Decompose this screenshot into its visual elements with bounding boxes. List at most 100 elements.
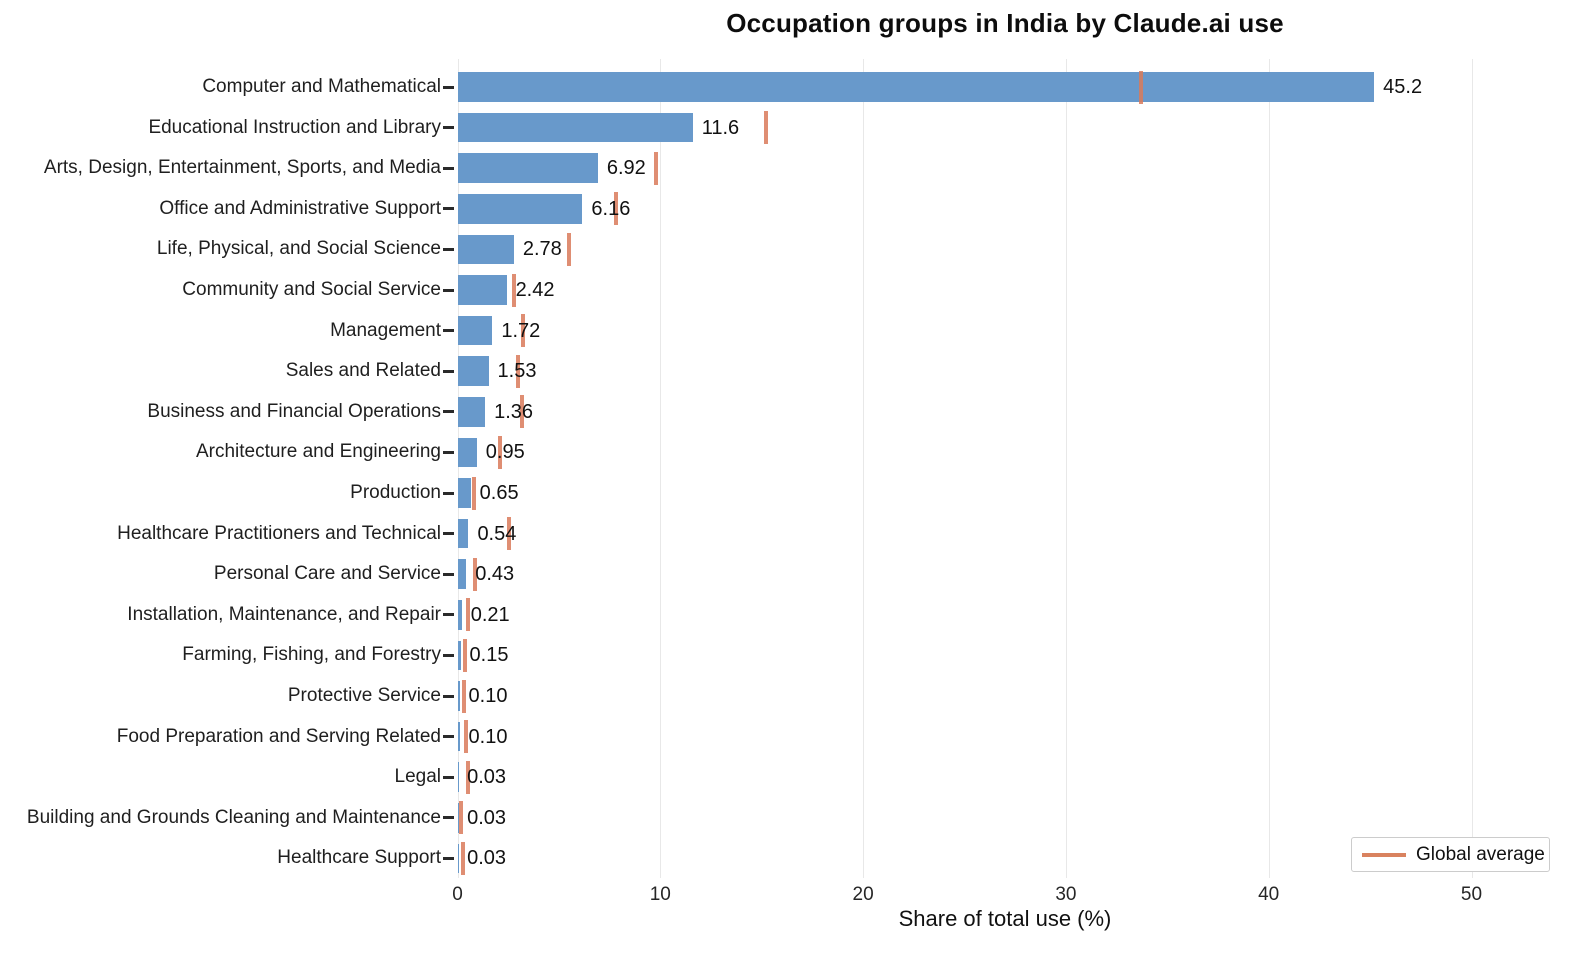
value-label: 45.2 [1383, 76, 1423, 98]
value-label: 1.36 [494, 400, 534, 423]
value-label: 0.65 [479, 482, 519, 504]
y-tick [443, 450, 454, 454]
bar [457, 112, 693, 143]
y-tick [443, 653, 454, 657]
value-label: 0.15 [469, 644, 509, 667]
category-label: Business and Financial Operations [147, 400, 441, 422]
bar [457, 640, 461, 671]
y-tick [443, 126, 454, 130]
bar [457, 478, 471, 508]
bar [457, 437, 477, 468]
value-label: 1.53 [497, 360, 537, 383]
global-average-line-icon [1362, 852, 1406, 857]
category-label: Architecture and Engineering [195, 441, 441, 463]
y-tick [443, 410, 454, 414]
value-label: 1.72 [501, 319, 541, 342]
global-average-marker [654, 151, 659, 185]
global-average-marker [465, 760, 470, 794]
bar [457, 559, 467, 589]
gridline-x-30 [1065, 59, 1067, 878]
category-label: Farming, Fishing, and Forestry [182, 644, 441, 666]
gridline-x-0 [457, 59, 459, 878]
category-label: Sales and Related [285, 360, 441, 382]
y-tick [443, 856, 454, 860]
y-tick [443, 572, 454, 576]
legend: Global average [1351, 837, 1550, 872]
x-tick-label: 50 [1460, 884, 1483, 905]
gridline-x-50 [1471, 59, 1473, 878]
y-tick [443, 694, 454, 698]
global-average-marker [463, 720, 468, 754]
bar [457, 721, 460, 752]
value-label: 0.03 [467, 806, 507, 829]
global-average-marker [567, 232, 572, 266]
bar [457, 72, 1375, 102]
value-label: 0.10 [468, 685, 508, 707]
value-label: 0.03 [467, 847, 507, 870]
category-label: Legal [394, 766, 442, 788]
y-tick [443, 735, 454, 739]
bar [457, 600, 462, 630]
value-label: 6.92 [606, 157, 646, 180]
global-average-marker [507, 517, 512, 551]
y-tick [443, 329, 454, 333]
global-average-marker [498, 435, 503, 469]
category-label: Healthcare Practitioners and Technical [117, 522, 441, 544]
category-label: Computer and Mathematical [202, 76, 441, 97]
y-tick [443, 247, 454, 251]
bar [457, 315, 493, 346]
category-label: Food Preparation and Serving Related [116, 725, 441, 747]
x-axis-title: Share of total use (%) [898, 906, 1112, 931]
bar [457, 234, 514, 265]
global-average-marker [520, 395, 525, 429]
global-average-marker [461, 679, 466, 713]
gridline-x-10 [660, 59, 662, 878]
value-label: 0.03 [467, 766, 507, 789]
x-tick-label: 20 [852, 884, 874, 905]
category-label: Life, Physical, and Social Science [156, 238, 441, 260]
category-label: Educational Instruction and Library [148, 116, 441, 138]
y-tick [443, 816, 454, 820]
global-average-marker [763, 111, 768, 145]
y-tick [443, 369, 454, 373]
category-label: Healthcare Support [277, 847, 441, 869]
bar [457, 153, 598, 183]
global-average-marker [462, 638, 467, 672]
y-tick [443, 775, 454, 779]
y-tick [443, 207, 454, 211]
bar [457, 356, 489, 386]
bar [457, 681, 460, 711]
bar [457, 762, 459, 792]
chart-title: Occupation groups in India by Claude.ai … [726, 8, 1284, 38]
bar [457, 518, 469, 549]
category-label: Community and Social Service [182, 279, 441, 300]
y-tick [443, 85, 454, 89]
y-tick [443, 613, 454, 617]
y-tick [443, 532, 454, 536]
y-tick [443, 491, 454, 495]
global-average-marker [516, 354, 521, 388]
y-tick [443, 288, 454, 292]
y-tick [443, 166, 454, 170]
global-average-marker [471, 476, 476, 510]
x-tick-label: 0 [452, 884, 463, 905]
value-label: 0.95 [485, 441, 525, 464]
value-label: 2.78 [522, 238, 562, 261]
x-tick-label: 10 [649, 884, 671, 905]
value-label: 11.6 [701, 116, 740, 139]
value-label: 0.43 [475, 563, 515, 586]
category-label: Arts, Design, Entertainment, Sports, and… [43, 157, 441, 179]
global-average-marker [521, 314, 526, 348]
legend-label: Global average [1416, 843, 1545, 865]
category-label: Management [330, 319, 441, 341]
x-tick-label: 30 [1055, 884, 1077, 905]
category-label: Personal Care and Service [213, 563, 441, 585]
category-label: Production [350, 482, 441, 503]
bar [457, 397, 486, 427]
bar [457, 843, 459, 874]
global-average-marker [472, 557, 477, 591]
category-label: Building and Grounds Cleaning and Mainte… [26, 806, 441, 828]
gridline-x-20 [863, 59, 865, 878]
